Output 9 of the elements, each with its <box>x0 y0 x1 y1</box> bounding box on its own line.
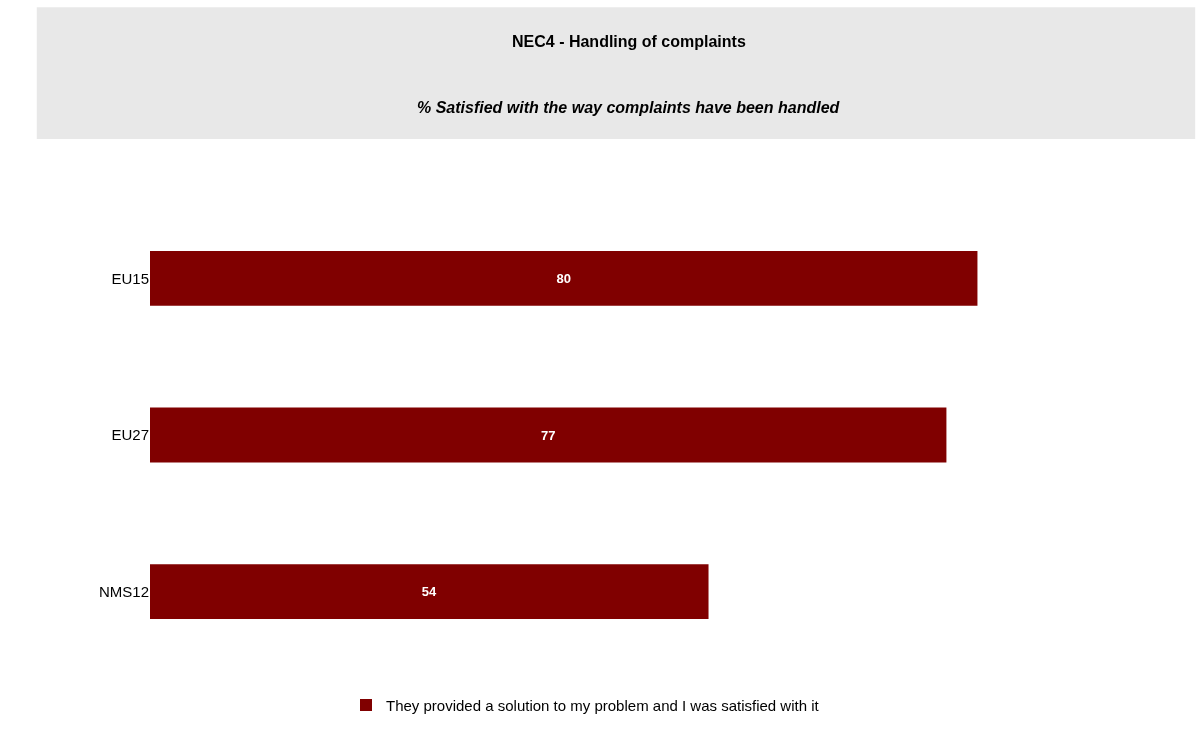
legend-label: They provided a solution to my problem and I was satisfied with it <box>386 696 820 714</box>
y-tick-label: EU15 <box>111 269 149 287</box>
data-label: 80 <box>556 270 571 286</box>
data-label: 54 <box>421 584 437 600</box>
data-label: 77 <box>540 427 556 443</box>
y-tick-label: EU27 <box>111 426 149 444</box>
chart-title: NEC4 - Handling of complaints <box>512 33 746 50</box>
chart-subtitle: % Satisfied with the way complaints have been handled <box>417 99 841 116</box>
y-tick-label: NMS12 <box>98 582 149 600</box>
